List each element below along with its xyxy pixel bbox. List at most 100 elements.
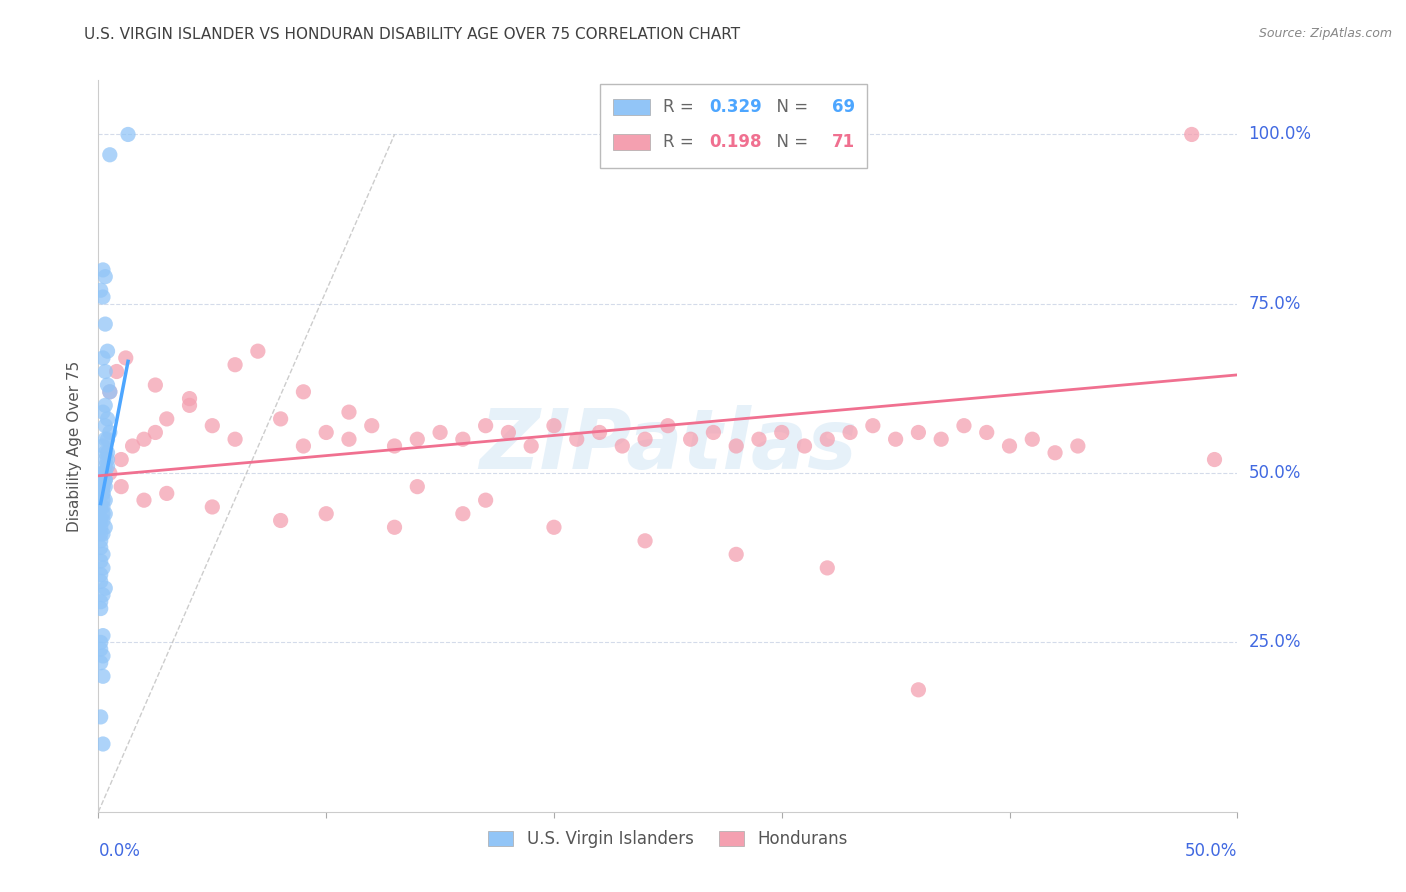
Point [94,473,117,487]
Point [90,527,112,541]
Point [862,418,884,433]
Text: 71: 71 [832,134,855,152]
Point [145,425,167,440]
Text: 75.0%: 75.0% [1249,294,1301,313]
Point [98,425,121,440]
Point [815,561,838,575]
Point [543,418,565,433]
Point [90,567,112,582]
Text: Source: ZipAtlas.com: Source: ZipAtlas.com [1258,27,1392,40]
Point [90,595,112,609]
Text: R =: R = [664,98,699,116]
Point [132,493,155,508]
Point [91,473,114,487]
Point [474,418,496,433]
Point [224,358,246,372]
Point [337,432,360,446]
Point [91,737,114,751]
Point [634,432,657,446]
Point [156,412,179,426]
Point [1204,452,1226,467]
Point [588,425,610,440]
Point [384,520,406,534]
Point [91,480,114,494]
Point [179,398,201,412]
Point [94,507,117,521]
Point [98,466,121,480]
Point [91,486,114,500]
Point [224,432,246,446]
Text: 25.0%: 25.0% [1249,633,1301,651]
Text: 0.198: 0.198 [709,134,761,152]
Point [94,269,117,284]
Point [91,486,114,500]
FancyBboxPatch shape [613,99,650,115]
Point [91,629,114,643]
Point [96,459,118,474]
Text: 50.0%: 50.0% [1185,842,1237,860]
Point [884,432,907,446]
Point [94,473,117,487]
Point [96,412,118,426]
Point [1067,439,1090,453]
Point [201,418,224,433]
Point [725,439,748,453]
Point [91,500,114,514]
Point [96,432,118,446]
Point [90,514,112,528]
Point [543,520,565,534]
Point [90,283,112,297]
Point [179,392,201,406]
Point [292,384,315,399]
Point [793,439,815,453]
Point [315,507,337,521]
Point [474,493,496,508]
Point [94,480,117,494]
Text: 0.0%: 0.0% [98,842,141,860]
Point [976,425,998,440]
Point [90,486,112,500]
Point [270,514,292,528]
Point [292,439,315,453]
Point [96,378,118,392]
Point [565,432,588,446]
Point [94,581,117,595]
Point [91,648,114,663]
Point [406,432,429,446]
Point [90,500,112,514]
Point [94,398,117,412]
Point [748,432,770,446]
Point [90,601,112,615]
Point [839,425,862,440]
Text: N =: N = [766,98,813,116]
Point [90,533,112,548]
Point [91,466,114,480]
Text: R =: R = [664,134,699,152]
FancyBboxPatch shape [613,135,650,151]
Point [91,547,114,561]
Point [201,500,224,514]
Point [94,418,117,433]
Point [634,533,657,548]
Point [145,378,167,392]
Point [91,493,114,508]
Point [117,128,139,142]
Point [270,412,292,426]
Point [612,439,634,453]
Point [907,682,929,697]
Point [90,541,112,555]
Point [337,405,360,419]
Point [94,493,117,508]
Point [451,507,474,521]
Point [96,452,118,467]
Point [406,480,429,494]
Point [91,588,114,602]
Point [90,520,112,534]
Point [132,432,155,446]
Point [98,384,121,399]
Legend: U.S. Virgin Islanders, Hondurans: U.S. Virgin Islanders, Hondurans [482,823,853,855]
Point [91,405,114,419]
Point [679,432,702,446]
Point [91,669,114,683]
Point [384,439,406,453]
